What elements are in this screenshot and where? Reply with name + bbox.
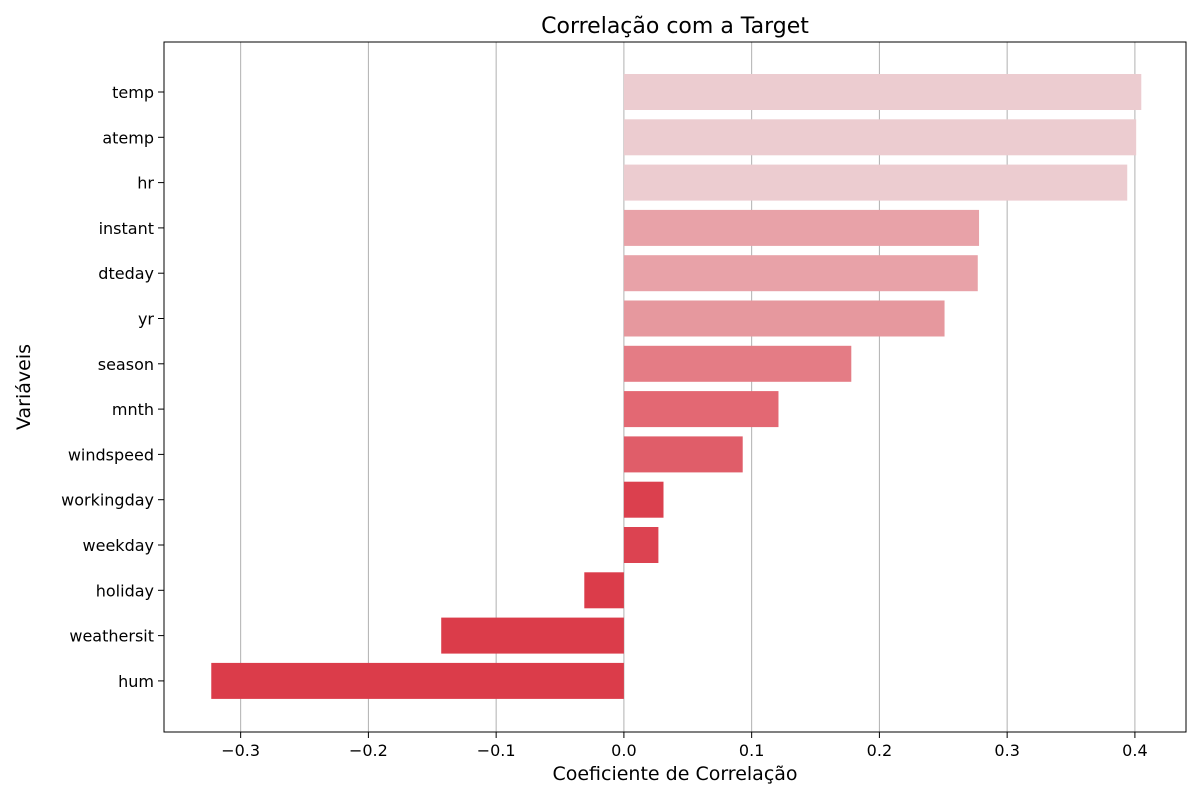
bars xyxy=(211,74,1142,699)
x-tick-label: 0.1 xyxy=(739,741,764,760)
y-tick-label-hum: hum xyxy=(118,672,154,691)
y-tick-label-instant: instant xyxy=(99,219,154,238)
y-tick-label-yr: yr xyxy=(138,310,154,329)
plot-frame xyxy=(163,41,1187,733)
x-tick-label: −0.1 xyxy=(477,741,516,760)
x-tick-label: 0.3 xyxy=(994,741,1019,760)
x-axis-label: Coeficiente de Correlação xyxy=(552,763,797,785)
gridlines xyxy=(240,42,1136,732)
y-tick-label-windspeed: windspeed xyxy=(68,445,154,464)
bar-season xyxy=(623,345,852,382)
y-tick-label-workingday: workingday xyxy=(61,491,154,510)
x-tick-label: −0.2 xyxy=(349,741,388,760)
bar-workingday xyxy=(623,481,664,518)
bar-mnth xyxy=(623,391,779,428)
x-tick-label: 0.0 xyxy=(611,741,636,760)
bar-hr xyxy=(623,164,1128,201)
x-axis-ticks: −0.3 −0.2 −0.1 0.0 0.1 0.2 0.3 0.4 xyxy=(221,732,1148,760)
bar-hum xyxy=(211,662,624,699)
bar-holiday xyxy=(584,572,624,609)
y-tick-label-holiday: holiday xyxy=(96,581,154,600)
bar-atemp xyxy=(623,119,1137,156)
bar-weekday xyxy=(623,527,659,563)
y-tick-label-temp: temp xyxy=(112,83,154,102)
bar-temp xyxy=(623,74,1142,110)
bar-yr xyxy=(623,300,945,337)
y-tick-label-atemp: atemp xyxy=(102,128,154,147)
bar-instant xyxy=(623,209,980,246)
y-axis-ticks: temp atemp hr instant dteday yr season mnth wind… xyxy=(61,83,164,691)
y-tick-label-season: season xyxy=(98,355,154,374)
y-tick-label-weathersit: weathersit xyxy=(69,627,154,646)
y-axis-label: Variáveis xyxy=(13,344,35,430)
y-tick-label-dteday: dteday xyxy=(98,264,154,283)
bar-weathersit xyxy=(441,617,624,654)
x-tick-label: −0.3 xyxy=(221,741,260,760)
bar-dteday xyxy=(623,255,978,292)
x-tick-label: 0.2 xyxy=(867,741,892,760)
y-tick-label-mnth: mnth xyxy=(112,400,154,419)
y-tick-label-weekday: weekday xyxy=(83,536,154,555)
chart-title: Correlação com a Target xyxy=(541,14,809,39)
y-tick-label-hr: hr xyxy=(137,174,154,193)
bar-windspeed xyxy=(623,436,743,473)
x-tick-label: 0.4 xyxy=(1122,741,1147,760)
